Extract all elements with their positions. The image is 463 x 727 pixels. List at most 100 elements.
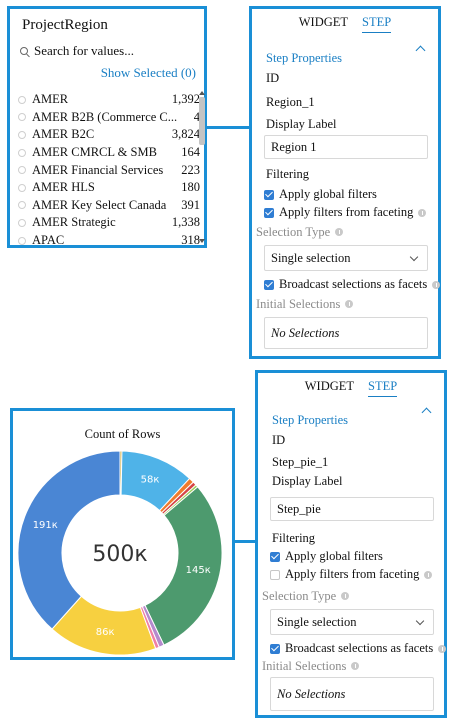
filtering-label: Filtering [266,167,310,181]
show-selected-link[interactable]: Show Selected (0) [100,65,196,80]
radio-icon[interactable] [18,113,26,122]
checkbox-checked-icon[interactable] [270,551,280,562]
list-scrollbar[interactable] [198,91,206,243]
broadcast-checkbox[interactable]: Broadcast selections as facets [264,277,441,292]
list-item-count: 4 [193,109,200,124]
display-label-input[interactable]: Step_pie [270,497,434,521]
id-value: Region_1 [266,95,315,109]
apply-faceting-filters-checkbox[interactable]: Apply filters from faceting [270,567,433,582]
checkbox-checked-icon[interactable] [264,189,274,200]
initial-selections-input[interactable]: No Selections [264,317,428,349]
list-item[interactable]: AMER Financial Services 223 [18,161,200,179]
checkbox-checked-icon[interactable] [264,279,274,290]
chevron-up-icon[interactable] [421,407,432,418]
pie-slice[interactable] [17,450,121,630]
list-item-label: AMER [32,92,69,107]
donut-chart[interactable]: 58к 145к 86к 191к 500к [13,441,232,657]
filtering-label: Filtering [272,531,316,545]
info-icon[interactable] [438,644,447,653]
section-title[interactable]: Step Properties [266,51,343,65]
radio-icon[interactable] [18,130,26,139]
display-label-value: Step_pie [277,501,321,516]
slice-data-label: 145к [186,565,211,576]
search-input[interactable]: Search for values... [20,43,134,59]
list-item-count: 1,392 [171,92,200,107]
list-item[interactable]: AMER Key Select Canada 391 [18,197,200,215]
list-item[interactable]: AMER B2B (Commerce C... 4 [18,109,200,127]
selection-type-select[interactable]: Single selection [264,245,428,271]
tab-step[interactable]: STEP [362,15,392,33]
search-icon [20,47,28,55]
display-label-label: Display Label [266,117,337,131]
checkbox-unchecked-icon[interactable] [270,569,280,580]
radio-icon[interactable] [18,236,26,245]
info-icon[interactable] [351,662,360,670]
list-item-count: 180 [181,180,200,195]
list-item-label: AMER Key Select Canada [32,197,167,212]
initial-selections-input[interactable]: No Selections [270,677,434,711]
apply-faceting-filters-checkbox[interactable]: Apply filters from faceting [264,205,427,220]
connector-chart-to-props [235,540,255,543]
slice-data-label: 86к [96,627,115,638]
step-properties-panel-pie: WIDGET STEP Step Properties ID Step_pie_… [255,370,447,718]
display-label-input[interactable]: Region 1 [264,135,428,159]
selection-type-select[interactable]: Single selection [270,609,434,635]
initial-selections-text: Initial Selections [256,297,341,311]
info-icon[interactable] [335,228,344,236]
tab-widget[interactable]: WIDGET [304,379,355,393]
list-item-count: 318 [181,233,200,248]
scroll-down-icon[interactable] [199,239,205,243]
list-item[interactable]: APAC 318 [18,232,200,250]
apply-global-filters-label: Apply global filters [285,549,383,563]
list-item-count: 164 [181,145,200,160]
apply-global-filters-checkbox[interactable]: Apply global filters [264,187,377,202]
info-icon[interactable] [341,592,350,600]
scroll-thumb[interactable] [199,97,205,145]
tab-widget[interactable]: WIDGET [298,15,349,29]
list-item[interactable]: AMER B2C 3,824 [18,126,200,144]
list-item[interactable]: AMER CMRCL & SMB 164 [18,144,200,162]
chevron-down-icon [409,252,419,262]
list-item[interactable]: AMER HLS 180 [18,179,200,197]
list-item[interactable]: AMER 1,392 [18,91,200,109]
selection-type-label: Selection Type [256,225,344,240]
chevron-up-icon[interactable] [415,45,426,56]
list-item-count: 223 [181,162,200,177]
initial-selections-value: No Selections [277,686,346,701]
list-item[interactable]: AMER Strategic 1,338 [18,214,200,232]
widget-title: ProjectRegion [22,17,108,33]
checkbox-checked-icon[interactable] [264,207,274,218]
apply-global-filters-checkbox[interactable]: Apply global filters [270,549,383,564]
apply-global-filters-label: Apply global filters [279,187,377,201]
id-label: ID [266,71,280,85]
pie-slice[interactable] [144,486,223,646]
info-icon[interactable] [424,570,433,579]
value-list: AMER 1,392 AMER B2B (Commerce C... 4 AMER B2… [18,91,200,249]
list-item-label: AMER Strategic [32,215,116,230]
chevron-down-icon [415,616,425,626]
donut-chart-widget[interactable]: Count of Rows 58к 145к 86к 191к 500к [10,408,235,660]
list-selector-widget[interactable]: ProjectRegion Search for values... Show … [7,6,207,248]
tab-step[interactable]: STEP [368,379,398,397]
list-item-label: AMER HLS [32,180,95,195]
section-title[interactable]: Step Properties [272,413,349,427]
broadcast-checkbox[interactable]: Broadcast selections as facets [270,641,447,656]
info-icon[interactable] [432,280,441,289]
radio-icon[interactable] [18,148,26,157]
list-item-count: 1,338 [171,215,200,230]
list-item-count: 3,824 [171,127,200,142]
radio-icon[interactable] [18,95,26,104]
radio-icon[interactable] [18,201,26,210]
apply-faceting-filters-label: Apply filters from faceting [279,205,414,219]
radio-icon[interactable] [18,183,26,192]
selection-type-value: Single selection [277,614,357,629]
apply-faceting-filters-label: Apply filters from faceting [285,567,420,581]
radio-icon[interactable] [18,166,26,175]
info-icon[interactable] [418,208,427,217]
checkbox-checked-icon[interactable] [270,643,280,654]
scroll-up-icon[interactable] [199,91,205,95]
broadcast-label: Broadcast selections as facets [285,641,434,655]
radio-icon[interactable] [18,218,26,227]
initial-selections-label: Initial Selections [256,297,354,312]
info-icon[interactable] [345,300,354,308]
